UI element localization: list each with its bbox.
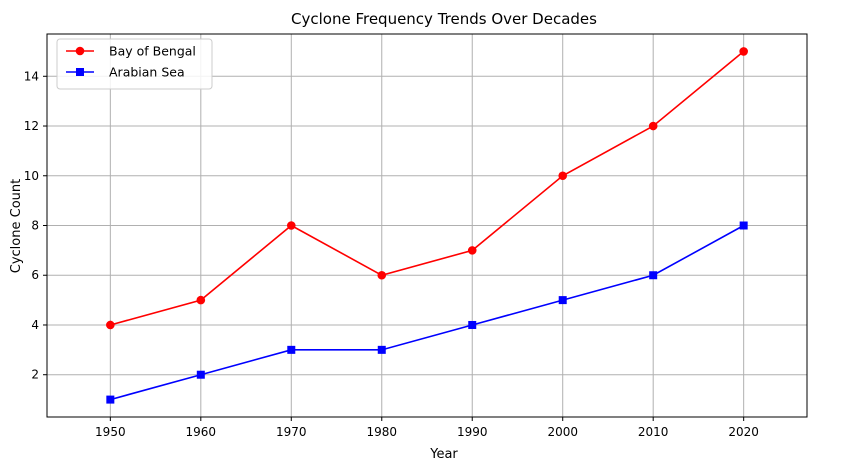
data-point bbox=[106, 395, 115, 404]
y-axis-label: Cyclone Count bbox=[9, 179, 24, 273]
data-point bbox=[467, 246, 477, 255]
legend-label: Arabian Sea bbox=[109, 65, 185, 80]
legend-marker bbox=[75, 46, 85, 56]
y-tick-label: 4 bbox=[31, 318, 39, 332]
x-tick-label: 2010 bbox=[638, 425, 669, 439]
x-tick-label: 1970 bbox=[276, 425, 307, 439]
x-tick-label: 1980 bbox=[366, 425, 397, 439]
data-point bbox=[196, 370, 205, 379]
data-point bbox=[196, 295, 206, 305]
data-point bbox=[377, 270, 387, 280]
data-point bbox=[468, 320, 477, 329]
data-point bbox=[739, 221, 748, 230]
x-tick-label: 1950 bbox=[95, 425, 126, 439]
y-axis-ticks: 2 4 6 8 10 12 14 bbox=[24, 69, 47, 382]
data-point bbox=[739, 47, 748, 56]
x-tick-label: 2000 bbox=[547, 425, 578, 439]
data-point bbox=[558, 171, 568, 181]
grid-lines bbox=[47, 34, 807, 417]
data-point bbox=[649, 271, 658, 280]
y-tick-label: 12 bbox=[24, 119, 39, 133]
x-tick-label: 1960 bbox=[186, 425, 217, 439]
legend-item: Bay of Bengal bbox=[66, 44, 196, 59]
data-point bbox=[106, 320, 115, 330]
legend-item: Arabian Sea bbox=[66, 65, 185, 80]
legend: Bay of Bengal Arabian Sea bbox=[56, 38, 213, 90]
legend-box bbox=[56, 38, 213, 90]
y-tick-label: 2 bbox=[31, 368, 39, 382]
data-point bbox=[648, 121, 658, 131]
y-tick-label: 10 bbox=[24, 169, 39, 183]
data-point bbox=[286, 221, 296, 230]
series-line bbox=[110, 50, 745, 326]
x-axis-ticks: 1950 1960 1970 1980 1990 2000 2010 2020 bbox=[95, 417, 759, 439]
y-tick-label: 14 bbox=[24, 69, 39, 83]
data-point bbox=[287, 345, 296, 354]
series-bay-of-bengal bbox=[106, 47, 748, 330]
chart-title: Cyclone Frequency Trends Over Decades bbox=[291, 10, 597, 28]
series-arabian-sea bbox=[106, 221, 748, 404]
series-layer bbox=[106, 47, 748, 404]
legend-label: Bay of Bengal bbox=[109, 44, 196, 59]
x-tick-label: 1990 bbox=[457, 425, 488, 439]
x-tick-label: 2020 bbox=[728, 425, 759, 439]
data-point bbox=[558, 296, 567, 305]
legend-marker bbox=[76, 68, 84, 76]
x-axis-label: Year bbox=[429, 447, 458, 462]
y-tick-label: 8 bbox=[31, 219, 39, 233]
series-line bbox=[110, 224, 745, 401]
y-tick-label: 6 bbox=[31, 268, 39, 282]
data-point bbox=[377, 345, 386, 354]
